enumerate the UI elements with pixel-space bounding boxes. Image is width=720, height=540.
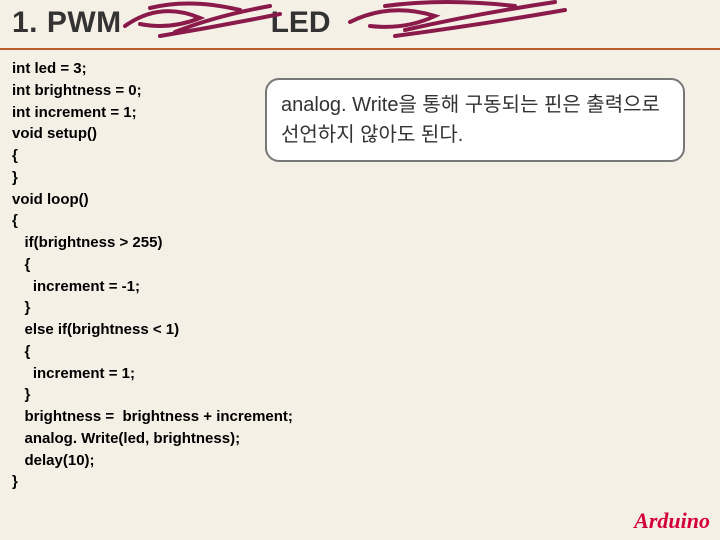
- code-line: void loop(): [12, 191, 89, 208]
- code-line: else if(brightness < 1): [12, 321, 179, 338]
- code-line: int led = 3;: [12, 60, 87, 77]
- code-line: increment = 1;: [12, 365, 135, 382]
- title-scribble-right: [345, 0, 575, 42]
- code-line: increment = -1;: [12, 278, 140, 295]
- code-line: }: [12, 386, 30, 403]
- title-scribble-left: [120, 0, 290, 42]
- title-prefix: 1. PWM: [12, 6, 122, 39]
- code-line: int brightness = 0;: [12, 82, 142, 99]
- code-line: void setup(): [12, 125, 97, 142]
- code-line: brightness = brightness + increment;: [12, 408, 293, 425]
- code-line: analog. Write(led, brightness);: [12, 430, 240, 447]
- code-line: }: [12, 299, 30, 316]
- code-line: if(brightness > 255): [12, 234, 162, 251]
- title-bar: 1. PWM LED: [0, 0, 720, 50]
- code-line: {: [12, 256, 30, 273]
- code-line: {: [12, 147, 18, 164]
- callout-box: analog. Write을 통해 구동되는 핀은 출력으로 선언하지 않아도 …: [265, 78, 685, 162]
- code-line: delay(10);: [12, 452, 95, 469]
- code-line: {: [12, 212, 18, 229]
- code-line: {: [12, 343, 30, 360]
- code-line: }: [12, 169, 18, 186]
- code-line: }: [12, 473, 18, 490]
- code-line: int increment = 1;: [12, 104, 137, 121]
- title-led: LED: [271, 6, 331, 39]
- footer-brand: Arduino: [634, 508, 710, 534]
- callout-text: analog. Write을 통해 구동되는 핀은 출력으로 선언하지 않아도 …: [281, 94, 660, 146]
